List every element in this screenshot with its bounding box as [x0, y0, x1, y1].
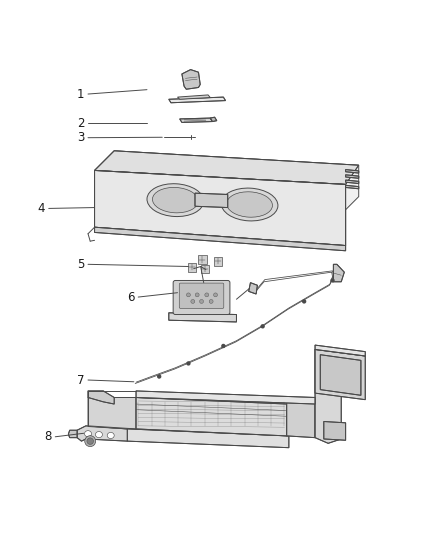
Ellipse shape — [85, 435, 95, 447]
Ellipse shape — [200, 300, 204, 303]
Ellipse shape — [221, 188, 278, 221]
Ellipse shape — [330, 278, 335, 282]
Ellipse shape — [221, 344, 226, 348]
Text: 8: 8 — [44, 430, 52, 443]
Polygon shape — [315, 350, 365, 400]
Ellipse shape — [226, 192, 272, 217]
FancyBboxPatch shape — [173, 280, 230, 314]
Polygon shape — [95, 227, 346, 251]
Polygon shape — [136, 391, 315, 404]
FancyBboxPatch shape — [198, 255, 207, 264]
Polygon shape — [346, 169, 359, 173]
Polygon shape — [95, 151, 359, 246]
Ellipse shape — [152, 188, 198, 213]
Ellipse shape — [85, 431, 92, 437]
Polygon shape — [182, 70, 200, 89]
Text: 1: 1 — [77, 87, 85, 101]
Polygon shape — [95, 151, 359, 184]
Polygon shape — [77, 426, 130, 441]
Polygon shape — [195, 193, 228, 207]
Text: 4: 4 — [38, 202, 45, 215]
Text: 7: 7 — [77, 374, 85, 386]
Polygon shape — [88, 398, 136, 429]
Ellipse shape — [107, 432, 114, 439]
Polygon shape — [88, 391, 114, 404]
FancyBboxPatch shape — [179, 283, 224, 309]
FancyBboxPatch shape — [214, 257, 223, 265]
Ellipse shape — [187, 293, 191, 297]
Polygon shape — [95, 171, 346, 246]
Ellipse shape — [302, 299, 306, 304]
Polygon shape — [177, 95, 210, 99]
Polygon shape — [249, 282, 258, 294]
Polygon shape — [287, 398, 315, 438]
Text: 6: 6 — [127, 290, 135, 304]
Polygon shape — [68, 430, 77, 438]
Polygon shape — [169, 97, 226, 103]
FancyBboxPatch shape — [201, 265, 209, 273]
Ellipse shape — [157, 374, 161, 379]
Text: 5: 5 — [77, 258, 85, 271]
Text: 2: 2 — [77, 117, 85, 130]
Ellipse shape — [195, 293, 199, 297]
Polygon shape — [315, 345, 365, 356]
Polygon shape — [136, 398, 287, 436]
Ellipse shape — [209, 300, 213, 303]
Ellipse shape — [186, 361, 191, 366]
FancyBboxPatch shape — [187, 263, 196, 272]
Ellipse shape — [261, 324, 265, 328]
Polygon shape — [320, 354, 361, 395]
Polygon shape — [324, 422, 346, 440]
Polygon shape — [315, 350, 341, 443]
Ellipse shape — [147, 184, 204, 216]
Polygon shape — [346, 175, 359, 179]
Ellipse shape — [87, 438, 93, 445]
Ellipse shape — [95, 432, 102, 438]
Polygon shape — [127, 429, 289, 448]
Ellipse shape — [214, 293, 218, 297]
Polygon shape — [346, 180, 359, 183]
Text: 3: 3 — [77, 131, 85, 144]
Polygon shape — [169, 313, 237, 322]
Polygon shape — [180, 118, 212, 123]
Ellipse shape — [191, 300, 195, 303]
Ellipse shape — [205, 293, 209, 297]
Polygon shape — [346, 185, 359, 189]
Polygon shape — [333, 264, 344, 282]
Polygon shape — [210, 117, 217, 122]
